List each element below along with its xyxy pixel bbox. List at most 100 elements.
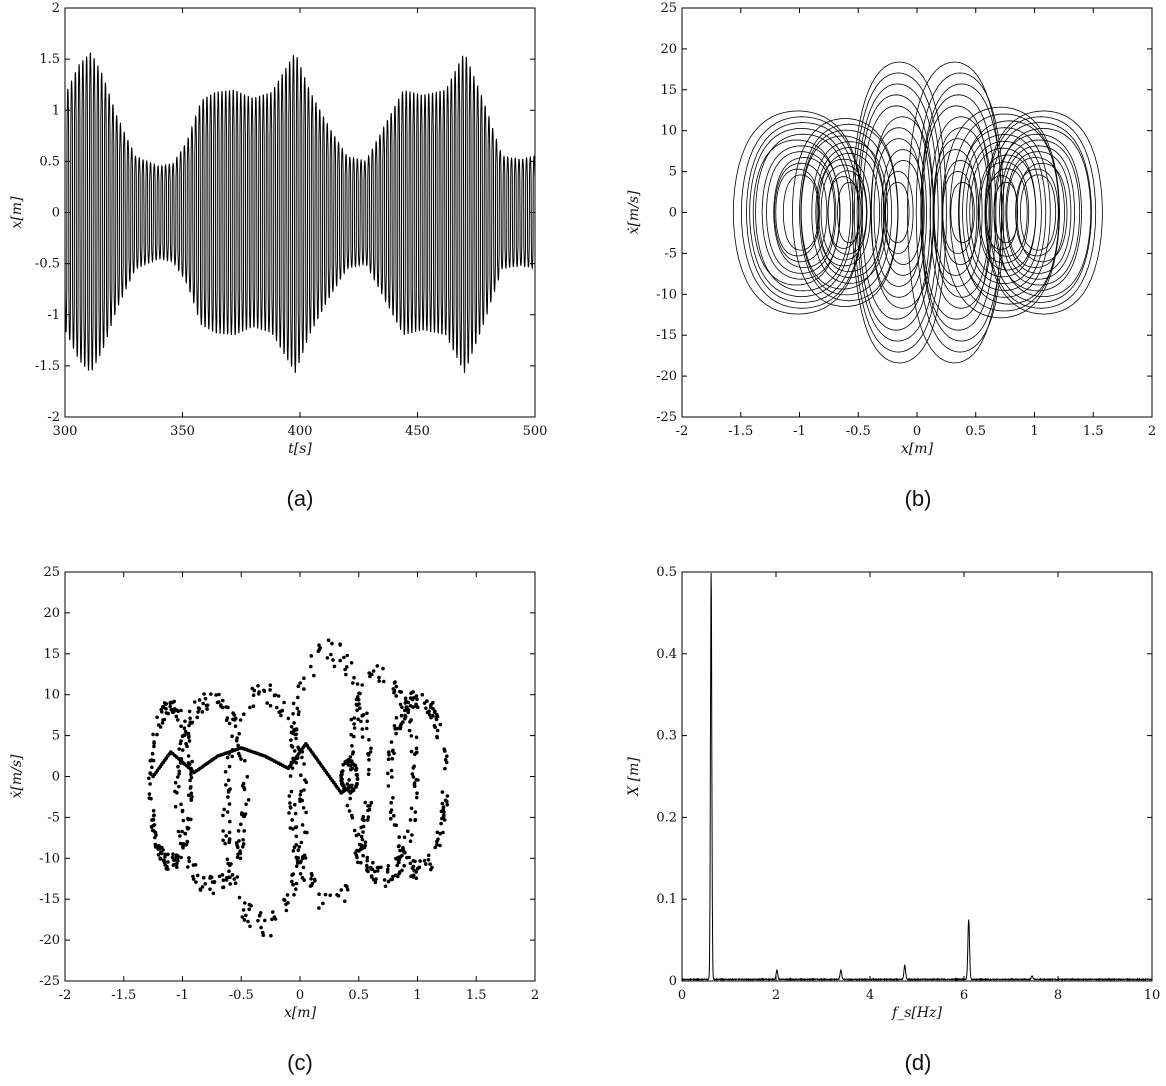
scatter-point <box>392 681 397 685</box>
scatter-point <box>302 687 306 691</box>
x-axis-label: t[s] <box>288 441 312 457</box>
scatter-point <box>293 802 297 807</box>
scatter-point <box>392 813 396 818</box>
scatter-point <box>230 734 234 738</box>
orbit-trace <box>816 158 871 267</box>
scatter-point <box>436 837 440 841</box>
scatter-point <box>226 795 230 799</box>
scatter-point <box>161 718 165 722</box>
scatter-point <box>411 875 415 879</box>
scatter-point <box>345 887 350 892</box>
scatter-point <box>351 681 355 685</box>
scatter-point <box>294 887 298 891</box>
scatter-point <box>166 860 170 864</box>
y-tick-label: -10 <box>39 851 60 866</box>
scatter-point <box>411 864 416 869</box>
scatter-point <box>373 880 378 884</box>
orbit-trace <box>962 134 1047 291</box>
scatter-point <box>174 714 179 719</box>
x-tick-label: 0 <box>296 988 304 1003</box>
orbit-trace <box>755 133 852 292</box>
y-tick-label: -25 <box>39 974 60 989</box>
scatter-point <box>243 901 247 905</box>
scatter-point <box>410 833 414 837</box>
scatter-point <box>298 793 303 797</box>
chart-b: -2 -1.5 -1 -0.5 0 0.5 1 1.5 2 -25 -20 -15 -10 -5 0 5 10 1… <box>626 1 1156 511</box>
scatter-point <box>158 857 162 861</box>
scatter-point <box>415 791 419 795</box>
scatter-point <box>416 778 420 782</box>
scatter-point <box>176 775 180 779</box>
orbit-trace <box>942 171 974 254</box>
orbit-trace <box>995 127 1092 298</box>
x-tick-label: 8 <box>1054 988 1062 1003</box>
scatter-point <box>291 872 296 876</box>
scatter-point <box>172 699 176 704</box>
scatter-point <box>355 708 359 712</box>
scatter-point <box>152 813 156 817</box>
orbit-trace <box>986 168 1028 257</box>
scatter-point <box>349 661 354 665</box>
orbit-trace <box>941 160 980 265</box>
scatter-point <box>197 698 202 702</box>
orbit-trace <box>800 129 893 296</box>
scatter-point <box>343 667 347 672</box>
scatter-point <box>184 741 188 746</box>
y-tick-label: 0 <box>669 974 677 989</box>
x-tick-label: 400 <box>288 424 313 439</box>
y-tick-label: 0.4 <box>656 647 677 662</box>
orbit-trace <box>815 147 885 278</box>
scatter-point <box>235 736 239 740</box>
x-axis-label: x[m] <box>901 441 934 457</box>
scatter-point <box>242 918 247 922</box>
scatter-point <box>151 823 156 828</box>
scatter-point <box>172 858 176 862</box>
scatter-point <box>397 857 402 862</box>
scatter-point <box>302 853 307 858</box>
scatter-point <box>164 711 169 715</box>
scatter-point <box>227 721 232 726</box>
scatter-point <box>394 873 398 878</box>
scatter-point <box>224 783 228 787</box>
scatter-point <box>386 784 391 788</box>
scatter-point <box>242 712 246 716</box>
scatter-point <box>187 856 191 860</box>
scatter-point <box>415 697 419 702</box>
scatter-point <box>418 859 422 863</box>
y-tick-label: 0.2 <box>656 810 677 825</box>
scatter-point <box>186 865 190 869</box>
chart-d: 0 2 4 6 8 10 0 0.1 0.2 0.3 0.4 0.5 f_s[Hz] X [m] (d) <box>626 565 1160 1075</box>
scatter-point <box>412 764 417 769</box>
scatter-point <box>345 653 350 658</box>
scatter-point <box>242 785 246 790</box>
scatter-point <box>181 818 186 823</box>
scatter-point <box>220 873 225 877</box>
scatter-point <box>292 845 297 849</box>
scatter-point <box>435 728 440 733</box>
scatter-point <box>242 829 246 833</box>
scatter-point <box>186 793 191 798</box>
scatter-point <box>354 785 358 789</box>
scatter-point <box>219 704 223 709</box>
scatter-point <box>288 826 293 830</box>
scatter-point <box>444 760 449 765</box>
scatter-point <box>367 671 372 675</box>
y-tick-label: -25 <box>656 410 677 425</box>
scatter-point <box>177 784 181 789</box>
scatter-point <box>245 774 250 779</box>
scatter-point <box>239 757 243 761</box>
scatter-point <box>364 863 369 868</box>
scatter-point <box>160 845 164 850</box>
orbit-trace <box>966 140 1042 285</box>
x-tick-label: 450 <box>405 424 430 439</box>
y-tick-label: -5 <box>47 810 60 825</box>
orbit-trace <box>749 127 854 298</box>
scatter-point <box>422 858 427 863</box>
scatter-point <box>407 855 412 860</box>
scatter-point <box>347 778 351 782</box>
scatter-point <box>440 790 445 794</box>
scatter-point <box>310 881 315 886</box>
scatter-point <box>338 643 343 647</box>
scatter-point <box>188 786 193 790</box>
